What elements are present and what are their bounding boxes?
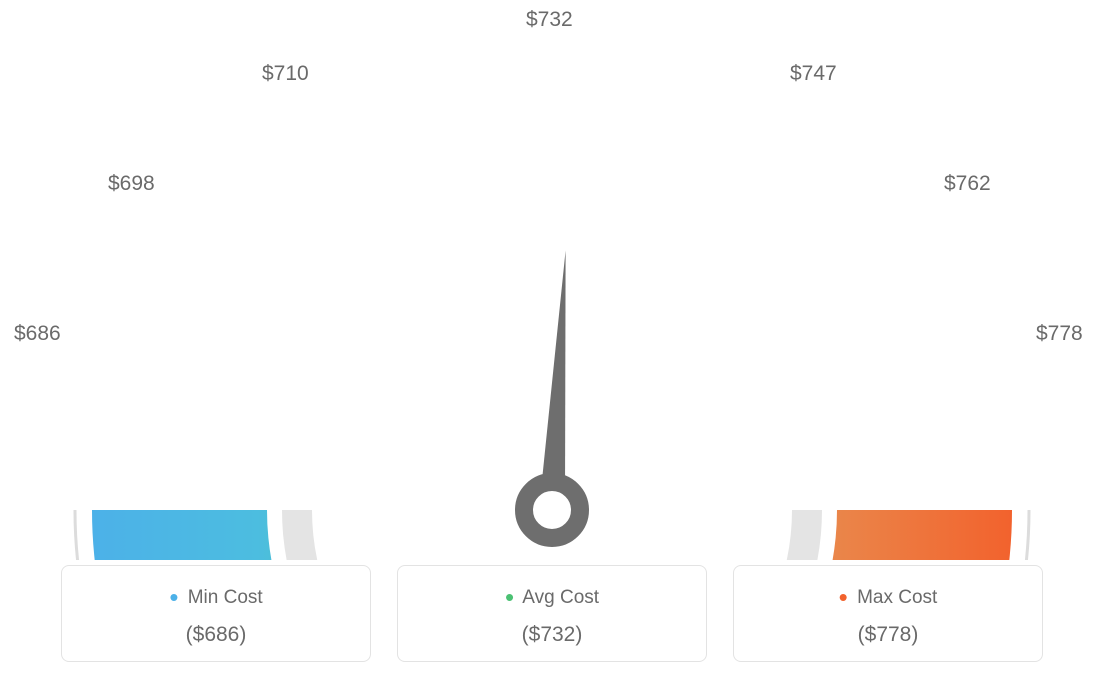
legend-title-min: • Min Cost: [62, 582, 370, 613]
legend-value-min: ($686): [62, 623, 370, 647]
legend-label-avg: Avg Cost: [522, 587, 599, 608]
legend-card-min: • Min Cost ($686): [61, 565, 371, 662]
legend-card-max: • Max Cost ($778): [733, 565, 1043, 662]
bullet-icon: •: [169, 582, 178, 612]
gauge-container: $686 $698 $710 $732 $747 $762 $778: [0, 0, 1104, 560]
legend-label-max: Max Cost: [857, 587, 937, 608]
legend-title-max: • Max Cost: [734, 582, 1042, 613]
gauge-tick-label: $710: [262, 62, 309, 86]
legend-card-avg: • Avg Cost ($732): [397, 565, 707, 662]
gauge-svg: [0, 0, 1104, 560]
gauge-tick-label: $732: [526, 8, 573, 32]
gauge-tick-label: $778: [1036, 322, 1083, 346]
legend-row: • Min Cost ($686) • Avg Cost ($732) • Ma…: [0, 565, 1104, 662]
bullet-icon: •: [839, 582, 848, 612]
gauge-tick-label: $747: [790, 62, 837, 86]
legend-value-avg: ($732): [398, 623, 706, 647]
gauge-tick-label: $686: [14, 322, 61, 346]
gauge-tick-label: $698: [108, 172, 155, 196]
legend-value-max: ($778): [734, 623, 1042, 647]
legend-title-avg: • Avg Cost: [398, 582, 706, 613]
bullet-icon: •: [505, 582, 514, 612]
legend-label-min: Min Cost: [188, 587, 263, 608]
gauge-tick-label: $762: [944, 172, 991, 196]
